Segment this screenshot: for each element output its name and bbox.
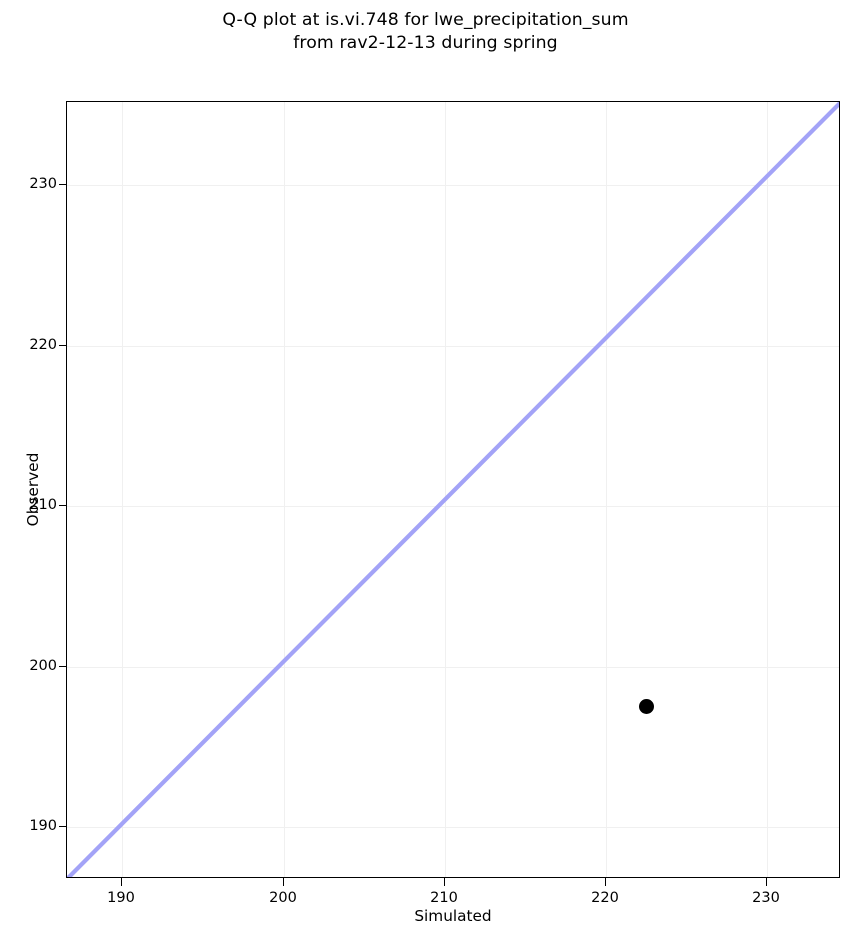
tick-label-x-200: 200: [269, 890, 297, 906]
gridline-y-210: [67, 506, 839, 508]
tick-y-230: [59, 184, 67, 186]
tick-label-x-230: 230: [752, 890, 780, 906]
one-to-one-line: [67, 102, 839, 877]
tick-label-y-230: 230: [29, 176, 57, 192]
tick-label-y-200: 200: [29, 658, 57, 674]
gridline-x-210: [445, 102, 447, 877]
gridline-x-230: [767, 102, 769, 877]
chart-title-line-2: from rav2-12-13 during spring: [293, 33, 558, 53]
gridline-y-200: [67, 667, 839, 669]
gridline-y-220: [67, 346, 839, 348]
y-axis-label: Observed: [24, 452, 42, 527]
plot-area: [66, 101, 840, 878]
gridline-y-230: [67, 185, 839, 187]
tick-y-220: [59, 345, 67, 347]
tick-label-x-210: 210: [430, 890, 458, 906]
chart-title: Q-Q plot at is.vi.748 for lwe_precipitat…: [0, 9, 851, 55]
gridline-y-190: [67, 827, 839, 829]
tick-y-190: [59, 826, 67, 828]
tick-label-x-220: 220: [591, 890, 619, 906]
tick-x-230: [766, 878, 768, 886]
gridline-x-200: [284, 102, 286, 877]
tick-y-210: [59, 505, 67, 507]
chart-title-line-1: Q-Q plot at is.vi.748 for lwe_precipitat…: [222, 10, 629, 30]
x-axis-label: Simulated: [414, 907, 492, 925]
tick-label-y-190: 190: [29, 818, 57, 834]
tick-x-190: [121, 878, 123, 886]
gridline-x-220: [606, 102, 608, 877]
tick-y-200: [59, 666, 67, 668]
tick-x-220: [605, 878, 607, 886]
data-point: [638, 698, 654, 714]
tick-x-210: [444, 878, 446, 886]
tick-label-x-190: 190: [107, 890, 135, 906]
tick-label-y-220: 220: [29, 337, 57, 353]
reference-line: [67, 102, 839, 877]
tick-x-200: [283, 878, 285, 886]
gridline-x-190: [122, 102, 124, 877]
tick-label-y-210: 210: [29, 497, 57, 513]
